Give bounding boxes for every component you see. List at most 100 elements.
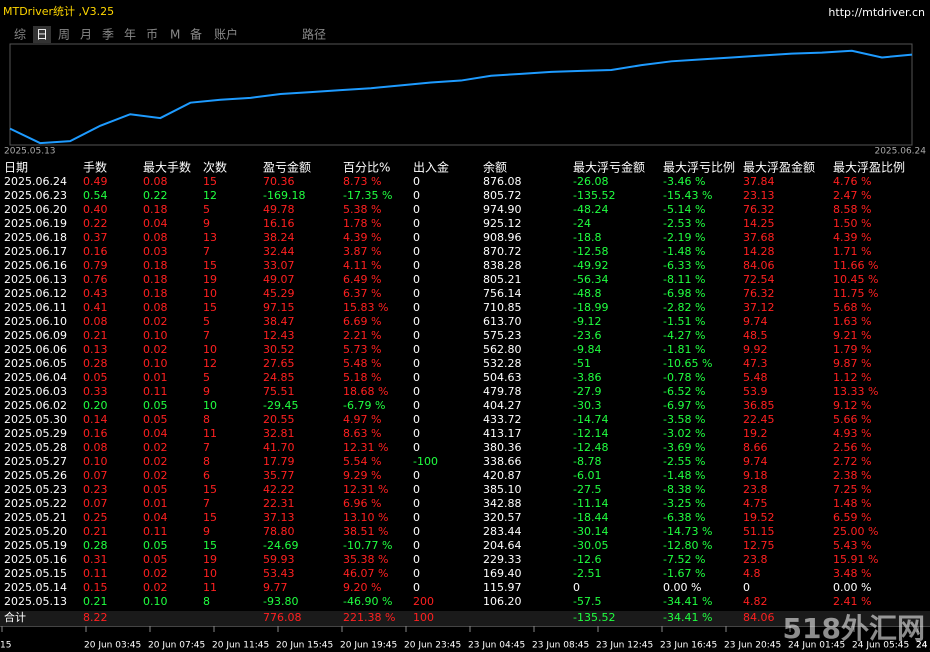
table-cell: 51.15 — [743, 525, 775, 538]
table-cell: 2025.05.19 — [4, 539, 67, 552]
table-cell: 7.25 % — [833, 483, 871, 496]
table-cell: 0.02 — [143, 455, 168, 468]
table-cell: -0.78 % — [663, 371, 705, 384]
table-cell: 756.14 — [483, 287, 522, 300]
table-cell: 2.41 % — [833, 595, 871, 608]
table-cell: 0 — [413, 399, 420, 412]
table-cell: 49.78 — [263, 203, 295, 216]
table-cell: 8 — [203, 413, 210, 426]
table-cell: 2025.05.20 — [4, 525, 67, 538]
table-cell: 4.93 % — [833, 427, 871, 440]
column-header: 最大浮亏比例 — [663, 161, 735, 175]
table-cell: -18.99 — [573, 301, 608, 314]
tab[interactable]: 年 — [124, 28, 136, 42]
tab[interactable]: 综 — [14, 28, 26, 42]
time-label: 20 Jun 15:45 — [276, 641, 333, 651]
table-cell: 2025.06.03 — [4, 385, 67, 398]
table-cell: 0 — [413, 245, 420, 258]
table-cell: 229.33 — [483, 553, 522, 566]
table-cell: 5 — [203, 315, 210, 328]
table-cell: 0 — [413, 217, 420, 230]
table-cell: 6.37 % — [343, 287, 381, 300]
table-cell: 8 — [203, 595, 210, 608]
table-cell: 0.07 — [83, 497, 108, 510]
table-cell: -1.81 % — [663, 343, 705, 356]
table-cell: -2.19 % — [663, 231, 705, 244]
table-cell: 562.80 — [483, 343, 522, 356]
table-cell: 0.10 — [83, 455, 108, 468]
table-cell: 0.08 — [83, 315, 108, 328]
tab[interactable]: M — [170, 28, 180, 42]
table-cell: 2025.05.26 — [4, 469, 67, 482]
table-cell: 0.02 — [143, 469, 168, 482]
table-cell: 9 — [203, 385, 210, 398]
table-cell: 876.08 — [483, 175, 522, 188]
time-label: 20 Jun 07:45 — [148, 641, 205, 651]
table-cell: 0.13 — [83, 343, 108, 356]
table-cell: 0.40 — [83, 203, 108, 216]
table-cell: 0.05 — [143, 413, 168, 426]
table-cell: 5.43 % — [833, 539, 871, 552]
table-cell: 0.28 — [83, 357, 108, 370]
table-cell: -93.80 — [263, 595, 298, 608]
table-cell: 84.06 — [743, 259, 775, 272]
tab[interactable]: 路径 — [302, 27, 326, 42]
table-cell: 2025.06.09 — [4, 329, 67, 342]
table-cell: 0.31 — [83, 553, 108, 566]
tab[interactable]: 备 — [190, 28, 202, 42]
title: MTDriver统计 ,V3.25 — [3, 5, 114, 18]
equity-line — [9, 49, 913, 145]
time-axis-bar — [0, 626, 930, 652]
tab[interactable]: 周 — [58, 28, 70, 42]
table-cell: 32.44 — [263, 245, 295, 258]
table-cell: 12 — [203, 357, 217, 370]
tab[interactable]: 币 — [146, 28, 158, 42]
table-cell: -49.92 — [573, 259, 608, 272]
time-label: 23 Jun 08:45 — [532, 641, 589, 651]
table-cell: 0 — [413, 259, 420, 272]
column-header: 最大浮亏金额 — [573, 160, 645, 175]
table-cell: 5 — [203, 371, 210, 384]
table-cell: 0.10 — [143, 329, 168, 342]
table-cell: 2025.05.27 — [4, 455, 67, 468]
table-cell: -29.45 — [263, 399, 298, 412]
tab[interactable]: 账户 — [214, 27, 238, 42]
table-cell: -12.80 % — [663, 539, 712, 552]
table-cell: 4.75 — [743, 497, 768, 510]
table-cell: 4.11 % — [343, 259, 381, 272]
table-cell: 2.21 % — [343, 329, 381, 342]
table-cell: 9 — [203, 525, 210, 538]
table-cell: 20.55 — [263, 413, 295, 426]
table-cell: 0 — [413, 497, 420, 510]
table-cell: 37.84 — [743, 175, 775, 188]
table-cell: 0.11 — [143, 385, 168, 398]
table-cell: 76.32 — [743, 203, 775, 216]
tab[interactable]: 季 — [102, 28, 114, 42]
column-header: 盈亏金额 — [263, 160, 311, 175]
table-cell: 33.07 — [263, 259, 295, 272]
table-cell: -2.82 % — [663, 301, 705, 314]
table-cell: 6 — [203, 469, 210, 482]
table-cell: 1.63 % — [833, 315, 871, 328]
table-cell: -6.79 % — [343, 399, 385, 412]
tab[interactable]: 月 — [80, 28, 92, 42]
table-cell: -18.8 — [573, 231, 601, 244]
table-cell: -24 — [573, 217, 591, 230]
table-cell: 32.81 — [263, 427, 295, 440]
table-cell: 10 — [203, 287, 217, 300]
table-cell: 504.63 — [483, 371, 522, 384]
table-cell: 18.68 % — [343, 385, 388, 398]
table-cell: -2.55 % — [663, 455, 705, 468]
table-cell: -14.73 % — [663, 525, 712, 538]
table-cell: 0 — [413, 441, 420, 454]
tab[interactable]: 日 — [36, 28, 48, 42]
table-cell: 0 — [413, 567, 420, 580]
table-cell: -9.12 — [573, 315, 601, 328]
table-cell: 0.18 — [143, 273, 168, 286]
table-cell: -2.53 % — [663, 217, 705, 230]
table-cell: 0.28 — [83, 539, 108, 552]
table-cell: 0 — [413, 329, 420, 342]
table-cell: 2.56 % — [833, 441, 871, 454]
table-cell: 2025.06.13 — [4, 273, 67, 286]
